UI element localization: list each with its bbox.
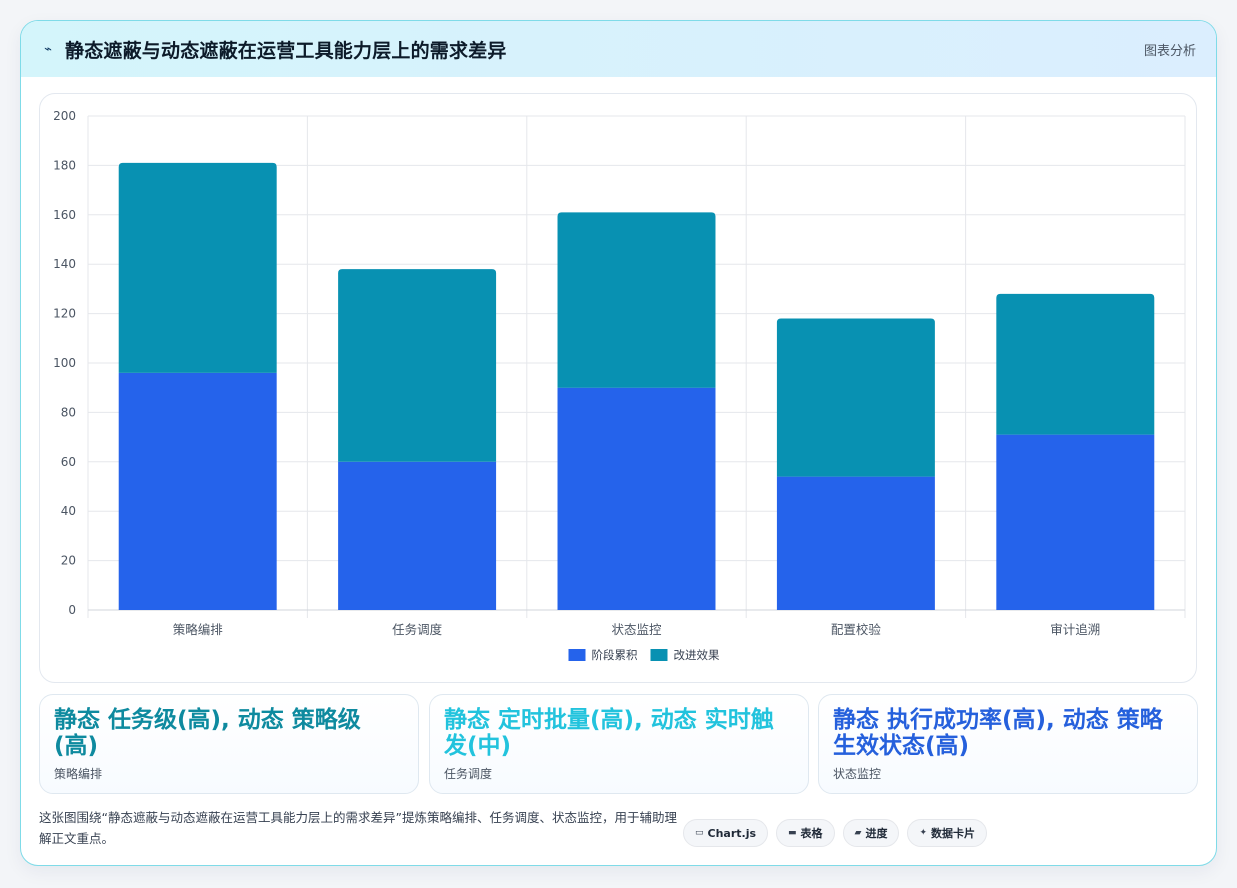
stat-value: 静态 任务级(高), 动态 策略级(高) — [54, 707, 361, 759]
stat-label: 策略编排 — [54, 767, 103, 781]
stat-card-strategy: 静态 任务级(高), 动态 策略级(高) 策略编排 — [39, 694, 419, 794]
chip-label: Chart.js — [707, 826, 757, 840]
x-tick-label: 配置校验 — [831, 622, 882, 637]
stat-card-monitoring: 静态 执行成功率(高), 动态 策略生效状态(高) 状态监控 — [818, 694, 1198, 794]
legend-label: 改进效果 — [674, 648, 720, 662]
progress-icon: ▰ — [854, 828, 862, 838]
y-tick-label: 60 — [61, 455, 76, 469]
chart-description: 这张图围绕“静态遮蔽与动态遮蔽在运营工具能力层上的需求差异”提炼策略编排、任务调… — [39, 810, 677, 846]
x-tick-label: 审计追溯 — [1050, 622, 1100, 637]
chip-label: 数据卡片 — [931, 827, 976, 840]
stat-value: 静态 执行成功率(高), 动态 策略生效状态(高) — [833, 707, 1163, 759]
table-icon: ▬ — [788, 828, 797, 838]
legend-swatch — [650, 649, 668, 661]
y-tick-label: 100 — [53, 356, 76, 370]
card-header: ⌁ 静态遮蔽与动态遮蔽在运营工具能力层上的需求差异 图表分析 — [21, 21, 1216, 77]
chart-icon: ▭ — [695, 828, 704, 838]
y-tick-label: 160 — [53, 208, 76, 222]
y-tick-label: 140 — [53, 257, 76, 271]
x-tick-label: 策略编排 — [173, 622, 224, 637]
bar-2 — [557, 212, 716, 388]
chart-container: 0 20 40 60 80 100 120 140 160 180 200 策略编排 任务调度 状态监控 配… — [39, 93, 1197, 683]
stat-value: 静态 定时批量(高), 动态 实时触发(中) — [444, 707, 774, 759]
bar-1 — [338, 461, 497, 610]
bar-2 — [338, 269, 497, 462]
y-tick-label: 80 — [61, 405, 76, 419]
bar-1 — [557, 387, 716, 610]
stat-card-scheduling: 静态 定时批量(高), 动态 实时触发(中) 任务调度 — [429, 694, 809, 794]
y-tick-label: 20 — [61, 554, 76, 568]
legend-swatch — [568, 649, 586, 661]
bar-2 — [776, 318, 935, 477]
chip-label: 表格 — [800, 827, 823, 840]
chip-table[interactable]: ▬ 表格 — [776, 819, 835, 847]
chart-card: ⌁ 静态遮蔽与动态遮蔽在运营工具能力层上的需求差异 图表分析 0 20 40 60 80… — [20, 20, 1217, 866]
y-tick-label: 0 — [68, 603, 76, 617]
chip-chartjs[interactable]: ▭ Chart.js — [683, 819, 769, 847]
chart-analysis-tag: 图表分析 — [1143, 43, 1196, 59]
legend-label: 阶段累积 — [592, 648, 638, 662]
y-tick-label: 200 — [53, 109, 76, 123]
y-tick-label: 40 — [61, 504, 76, 518]
stacked-bar-chart: 0 20 40 60 80 100 120 140 160 180 200 策略编排 任务调度 状态监控 配… — [53, 109, 1186, 662]
bar-1 — [996, 434, 1155, 610]
stat-label: 任务调度 — [444, 767, 493, 781]
bar-1 — [118, 372, 277, 610]
chip-progress[interactable]: ▰ 进度 — [842, 819, 900, 847]
stat-label: 状态监控 — [833, 767, 882, 781]
y-tick-label: 180 — [53, 158, 76, 172]
x-tick-label: 任务调度 — [392, 622, 443, 637]
bar-2 — [118, 162, 277, 373]
chip-label: 进度 — [865, 827, 888, 840]
chip-data-card[interactable]: ✦ 数据卡片 — [907, 819, 988, 847]
bar-2 — [996, 293, 1155, 435]
y-tick-label: 120 — [53, 307, 76, 321]
x-tick-label: 状态监控 — [611, 622, 662, 637]
tech-chips: ▭ Chart.js ▬ 表格 ▰ 进度 ✦ 数据卡片 — [683, 819, 988, 847]
sparkline-icon: ⌁ — [44, 41, 52, 57]
page-title: 静态遮蔽与动态遮蔽在运营工具能力层上的需求差异 — [65, 39, 507, 62]
bar-1 — [776, 476, 935, 610]
sparkle-icon: ✦ — [919, 828, 928, 838]
